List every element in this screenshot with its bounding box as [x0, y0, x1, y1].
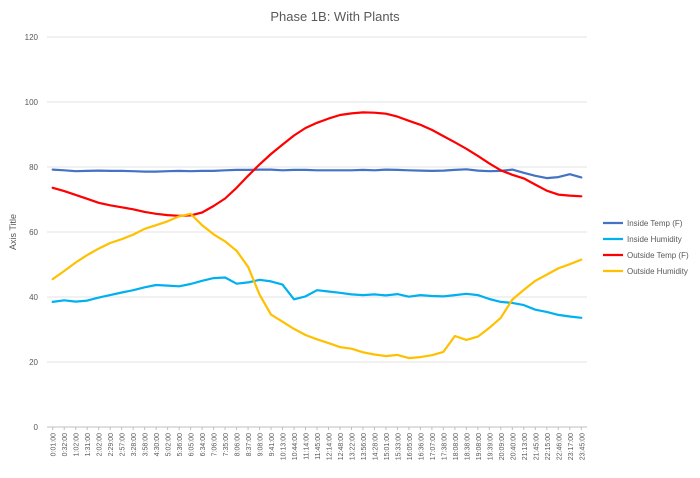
y-tick-label: 0: [34, 423, 39, 432]
x-tick-label: 6:05:00: [189, 433, 196, 456]
x-tick-label: 15:01:00: [384, 433, 391, 460]
x-tick-label: 10:44:00: [292, 433, 299, 460]
x-tick-label: 20:40:00: [510, 433, 517, 460]
series-line-inside-humidity: [51, 276, 583, 319]
y-tick-label: 20: [29, 358, 38, 367]
y-tick-label: 40: [29, 293, 38, 302]
series-lines: [51, 111, 583, 360]
series-line-outside-temp-f: [51, 111, 583, 217]
x-tick-label: 12:14:00: [326, 433, 333, 460]
x-tick-label: 4:30:00: [154, 433, 161, 456]
x-tick-label: 1:31:00: [85, 433, 92, 456]
x-tick-label: 11:14:00: [304, 433, 311, 460]
x-tick-label: 8:37:00: [246, 433, 253, 456]
y-axis-title: Axis Title: [8, 214, 18, 250]
legend-label: Inside Temp (F): [627, 219, 683, 228]
x-tick-label: 12:48:00: [338, 433, 345, 460]
x-tick-label: 21:45:00: [533, 433, 540, 460]
y-tick-label: 100: [25, 98, 39, 107]
legend-label: Outside Humidity: [627, 267, 688, 276]
x-tick-label: 1:02:00: [74, 433, 81, 456]
y-tick-label: 60: [29, 228, 38, 237]
x-tick-label: 3:28:00: [131, 433, 138, 456]
x-tick-label: 6:34:00: [200, 433, 207, 456]
x-tick-label: 20:09:00: [499, 433, 506, 460]
x-tick-label: 8:06:00: [235, 433, 242, 456]
x-tick-label: 23:17:00: [568, 433, 575, 460]
x-tick-label: 23:45:00: [579, 433, 586, 460]
chart-title: Phase 1B: With Plants: [270, 9, 400, 24]
x-tick-label: 19:08:00: [476, 433, 483, 460]
x-tick-label: 22:46:00: [556, 433, 563, 460]
x-tick-label: 18:08:00: [453, 433, 460, 460]
x-tick-label: 7:35:00: [223, 433, 230, 456]
x-tick-label: 0:01:00: [51, 433, 58, 456]
x-tick-label: 11:45:00: [315, 433, 322, 460]
x-tick-label: 5:02:00: [166, 433, 173, 456]
x-tick-label: 17:38:00: [441, 433, 448, 460]
x-tick-label: 0:32:00: [62, 433, 69, 456]
x-tick-label: 10:13:00: [281, 433, 288, 460]
x-tick-label: 14:28:00: [372, 433, 379, 460]
x-tick-label: 15:33:00: [395, 433, 402, 460]
x-tick-label: 3:58:00: [143, 433, 150, 456]
x-tick-label: 17:07:00: [430, 433, 437, 460]
series-line-inside-temp-f: [51, 168, 583, 180]
x-tick-label: 2:02:00: [97, 433, 104, 456]
x-tick-label: 13:22:00: [349, 433, 356, 460]
legend-label: Outside Temp (F): [627, 251, 689, 260]
x-tick-label: 13:56:00: [361, 433, 368, 460]
x-tick-label: 18:38:00: [464, 433, 471, 460]
series-line-outside-humidity: [51, 212, 583, 360]
x-axis-ticks: 0:01:00 0:32:00 1:02:00 1:31:00 2:02:00 2:29:…: [51, 427, 586, 460]
x-tick-label: 5:36:00: [177, 433, 184, 456]
x-tick-label: 16:05:00: [407, 433, 414, 460]
x-tick-label: 21:13:00: [522, 433, 529, 460]
x-tick-label: 2:57:00: [120, 433, 127, 456]
y-axis-ticks: 0 20 40 60 80 100 120: [25, 33, 39, 432]
legend: Inside Temp (F) Inside Humidity Outside Te…: [603, 219, 689, 276]
x-tick-label: 9:08:00: [258, 433, 265, 456]
x-tick-label: 2:29:00: [108, 433, 115, 456]
x-tick-label: 19:39:00: [487, 433, 494, 460]
x-tick-label: 9:41:00: [269, 433, 276, 456]
x-tick-label: 7:06:00: [212, 433, 219, 456]
y-tick-label: 120: [25, 33, 39, 42]
gridlines: [47, 36, 587, 428]
x-tick-label: 22:15:00: [545, 433, 552, 460]
legend-label: Inside Humidity: [627, 235, 682, 244]
x-tick-label: 16:36:00: [418, 433, 425, 460]
y-tick-label: 80: [29, 163, 38, 172]
